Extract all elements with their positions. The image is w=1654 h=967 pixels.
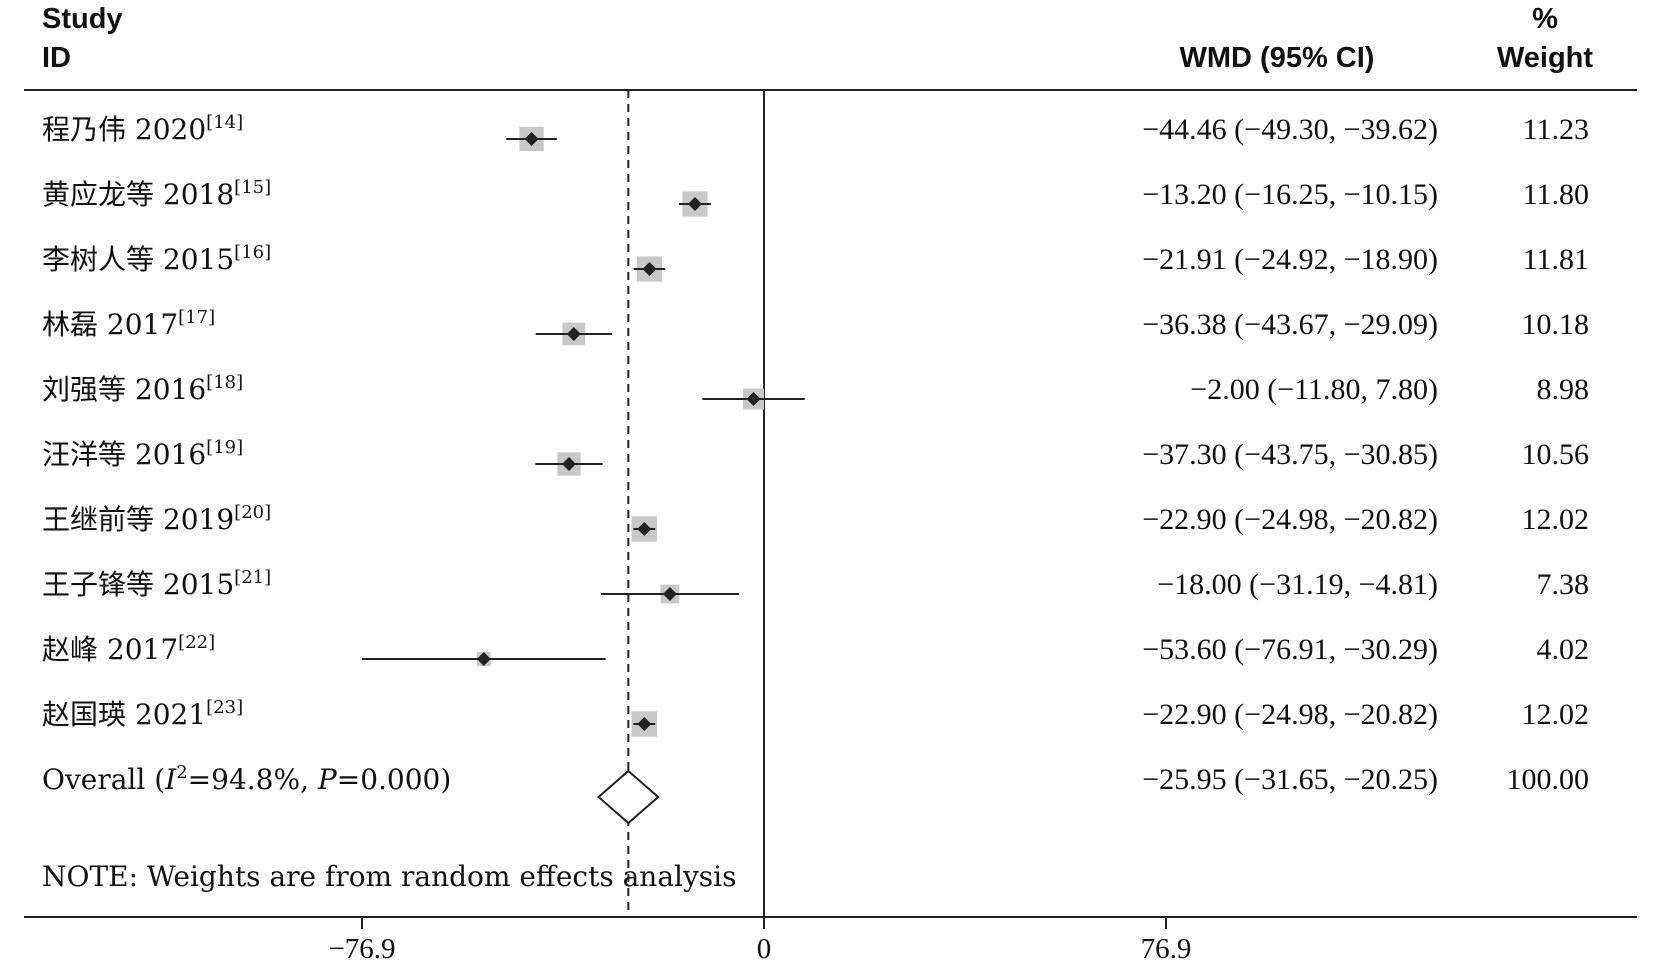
- point-estimate: [562, 457, 577, 471]
- study-reference: [16]: [234, 242, 271, 263]
- study-name: 李树人等 2015: [42, 243, 234, 276]
- ci-text: −22.90 (−24.98, −20.82): [1142, 503, 1438, 536]
- note-text: NOTE: Weights are from random effects an…: [42, 860, 736, 893]
- header-study: Study: [42, 3, 123, 35]
- point-estimate: [687, 197, 702, 211]
- tick-label: 0: [757, 933, 772, 965]
- study-label: 程乃伟 2020[14]: [42, 112, 243, 146]
- point-estimate: [746, 392, 761, 406]
- overall-label: Overall (I2=94.8%, P=0.000): [42, 762, 451, 796]
- ci-text: −2.00 (−11.80, 7.80): [1190, 373, 1438, 406]
- ci-text: −44.46 (−49.30, −39.62): [1142, 113, 1438, 146]
- ci-text: −21.91 (−24.92, −18.90): [1142, 243, 1438, 276]
- overall-diamond: [597, 769, 660, 825]
- study-reference: [23]: [206, 697, 243, 718]
- ci-text: −36.38 (−43.67, −29.09): [1142, 308, 1438, 341]
- ci-text: −13.20 (−16.25, −10.15): [1142, 178, 1438, 211]
- study-name: 王子锋等 2015: [42, 568, 234, 601]
- study-name: 王继前等 2019: [42, 503, 234, 536]
- tick-label: 76.9: [1141, 933, 1192, 965]
- study-name: 汪洋等 2016: [42, 438, 206, 471]
- weight-value: 11.80: [1523, 178, 1589, 211]
- ci-text: −18.00 (−31.19, −4.81): [1157, 568, 1438, 601]
- study-reference: [18]: [206, 372, 243, 393]
- study-name: 刘强等 2016: [42, 373, 206, 406]
- point-estimate: [637, 717, 652, 731]
- weight-value: 11.23: [1523, 113, 1589, 146]
- point-estimate: [566, 327, 581, 341]
- study-label: 李树人等 2015[16]: [42, 242, 271, 276]
- overall-label-part: P: [317, 763, 338, 796]
- study-label: 王继前等 2019[20]: [42, 502, 271, 536]
- weight-value: 4.02: [1537, 633, 1590, 666]
- header-percent: %: [1532, 3, 1558, 35]
- weight-value: 12.02: [1522, 698, 1590, 731]
- study-label: 赵峰 2017[22]: [42, 632, 215, 666]
- point-estimate: [476, 652, 491, 666]
- point-estimate: [642, 262, 657, 276]
- header-id: ID: [42, 42, 71, 74]
- study-name: 程乃伟 2020: [42, 113, 206, 146]
- point-estimate: [524, 132, 539, 146]
- study-label: 汪洋等 2016[19]: [42, 437, 243, 471]
- study-name: 赵峰 2017: [42, 633, 178, 666]
- study-reference: [20]: [234, 502, 271, 523]
- ci-text: −22.90 (−24.98, −20.82): [1142, 698, 1438, 731]
- overall-label-part: =0.000): [337, 763, 452, 796]
- header-wmd: WMD (95% CI): [1180, 42, 1375, 74]
- study-name: 黄应龙等 2018: [42, 178, 234, 211]
- study-label: 王子锋等 2015[21]: [42, 567, 271, 601]
- study-label: 黄应龙等 2018[15]: [42, 177, 271, 211]
- overall-weight: 100.00: [1507, 763, 1590, 796]
- point-estimate: [637, 522, 652, 536]
- weight-value: 10.18: [1522, 308, 1590, 341]
- ci-text: −37.30 (−43.75, −30.85): [1142, 438, 1438, 471]
- study-label: 赵国瑛 2021[23]: [42, 697, 243, 731]
- study-name: 赵国瑛 2021: [42, 698, 206, 731]
- study-reference: [17]: [178, 307, 215, 328]
- overall-label-part: 2: [176, 762, 187, 783]
- study-reference: [15]: [234, 177, 271, 198]
- header-weight: Weight: [1497, 42, 1593, 74]
- study-reference: [19]: [206, 437, 243, 458]
- weight-value: 12.02: [1522, 503, 1590, 536]
- ci-text: −53.60 (−76.91, −30.29): [1142, 633, 1438, 666]
- weight-value: 7.38: [1537, 568, 1590, 601]
- study-reference: [14]: [206, 112, 243, 133]
- study-reference: [22]: [178, 632, 215, 653]
- weight-value: 11.81: [1523, 243, 1589, 276]
- tick-label: −76.9: [328, 933, 395, 965]
- weight-value: 8.98: [1537, 373, 1590, 406]
- point-estimate: [662, 587, 677, 601]
- study-name: 林磊 2017: [42, 308, 178, 341]
- overall-ci-text: −25.95 (−31.65, −20.25): [1142, 763, 1438, 796]
- overall-label-part: =94.8%,: [188, 763, 318, 796]
- overall-label-part: Overall (: [42, 763, 165, 796]
- weight-value: 10.56: [1522, 438, 1590, 471]
- study-label: 林磊 2017[17]: [42, 307, 215, 341]
- study-reference: [21]: [234, 567, 271, 588]
- overall-label-part: I: [164, 763, 177, 796]
- study-label: 刘强等 2016[18]: [42, 372, 243, 406]
